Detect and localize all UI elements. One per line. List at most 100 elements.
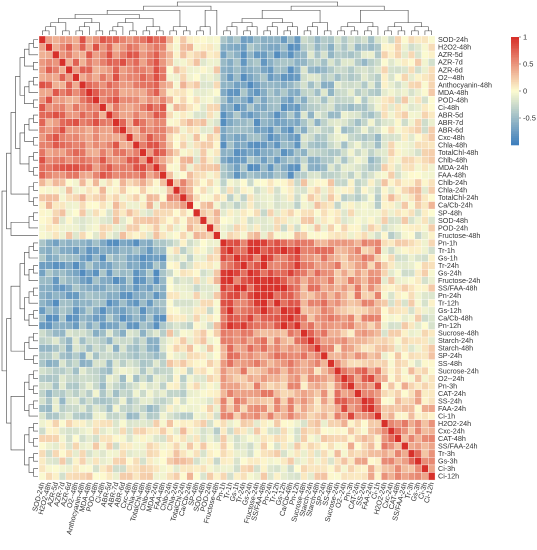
heatmap-cell <box>139 276 147 285</box>
heatmap-cell <box>220 118 228 127</box>
heatmap-cell <box>340 359 348 368</box>
heatmap-cell <box>105 276 114 285</box>
heatmap-cell <box>65 269 73 278</box>
heatmap-cell <box>112 359 120 368</box>
heatmap-cell <box>85 246 93 255</box>
heatmap-cell <box>300 201 308 210</box>
heatmap-cell <box>126 88 134 97</box>
heatmap-cell <box>112 404 120 413</box>
heatmap-cell <box>267 65 275 74</box>
heatmap-cell <box>85 254 93 262</box>
heatmap-cell <box>186 269 194 278</box>
heatmap-cell <box>334 65 342 74</box>
heatmap-cell <box>381 434 389 443</box>
heatmap-cell <box>314 103 322 112</box>
heatmap-cell <box>179 50 187 59</box>
heatmap-cell <box>280 351 288 360</box>
heatmap-cell <box>105 171 114 180</box>
heatmap-cell <box>267 389 275 398</box>
heatmap-cell <box>112 239 120 247</box>
heatmap-cell <box>85 449 93 458</box>
heatmap-cell <box>152 246 161 255</box>
heatmap-cell <box>287 223 295 232</box>
heatmap-cell <box>126 366 134 375</box>
heatmap-cell <box>314 419 322 428</box>
heatmap-cell <box>340 171 348 180</box>
heatmap-cell <box>387 201 395 210</box>
heatmap-cell <box>193 254 201 262</box>
heatmap-cell <box>92 412 100 421</box>
heatmap-cell <box>246 50 255 59</box>
heatmap-cell <box>287 163 295 172</box>
heatmap-cell <box>340 133 348 142</box>
heatmap-cell <box>354 404 362 413</box>
heatmap-cell <box>407 351 416 360</box>
heatmap-cell <box>112 141 120 150</box>
dendrogram-branch <box>169 30 177 35</box>
heatmap-cell <box>327 306 335 315</box>
heatmap-cell <box>179 261 187 270</box>
heatmap-cell <box>186 427 194 436</box>
heatmap-cell <box>428 449 436 458</box>
heatmap-cell <box>273 419 281 428</box>
heatmap-cell <box>193 269 201 278</box>
heatmap-cell <box>112 314 120 323</box>
heatmap-cell <box>260 141 268 150</box>
heatmap-cell <box>347 201 355 210</box>
heatmap-cell <box>79 472 87 481</box>
heatmap-cell <box>126 269 134 278</box>
heatmap-cell <box>199 193 208 202</box>
heatmap-cell <box>220 442 228 451</box>
heatmap-cell <box>354 88 362 97</box>
heatmap-cell <box>126 156 134 165</box>
heatmap-cell <box>273 239 281 247</box>
heatmap-cell <box>381 88 389 97</box>
heatmap-cell <box>320 419 328 428</box>
heatmap-cell <box>421 141 429 150</box>
heatmap-cell <box>38 359 46 368</box>
heatmap-cell <box>173 442 181 451</box>
heatmap-cell <box>99 374 107 383</box>
heatmap-cell <box>206 397 214 405</box>
heatmap-cell <box>193 178 201 187</box>
heatmap-cell <box>159 412 167 421</box>
heatmap-cell <box>105 329 114 338</box>
heatmap-cell <box>52 306 60 315</box>
heatmap-cell <box>293 118 301 127</box>
heatmap-cell <box>173 291 181 300</box>
heatmap-cell <box>220 412 228 421</box>
heatmap-cell <box>99 291 107 300</box>
heatmap-cell <box>421 351 429 360</box>
heatmap-cell <box>119 50 127 59</box>
heatmap-cell <box>139 148 147 157</box>
heatmap-cell <box>79 457 87 466</box>
heatmap-cell <box>340 457 348 466</box>
heatmap-cell <box>45 299 53 308</box>
heatmap-cell <box>179 126 187 135</box>
heatmap-cell <box>159 246 167 255</box>
heatmap-cell <box>166 344 174 353</box>
row-label: H2O2-48h <box>438 43 471 52</box>
heatmap-cell <box>381 80 389 89</box>
heatmap-cell <box>45 389 53 398</box>
row-label: Cxc-24h <box>438 426 465 435</box>
heatmap-cell <box>407 434 416 443</box>
heatmap-cell <box>327 336 335 345</box>
heatmap-cell <box>387 299 395 308</box>
heatmap-cell <box>320 103 328 112</box>
heatmap-cell <box>79 133 87 142</box>
heatmap-cell <box>394 336 402 345</box>
heatmap-cell <box>340 223 348 232</box>
heatmap-cell <box>287 239 295 247</box>
heatmap-cell <box>38 43 46 52</box>
heatmap-cell <box>421 464 429 473</box>
heatmap-cell <box>340 291 348 300</box>
row-label: FAA-24h <box>438 404 466 413</box>
heatmap-cell <box>193 208 201 217</box>
dendrogram-branch <box>24 252 29 276</box>
heatmap-cell <box>52 80 60 89</box>
heatmap-cell <box>92 141 100 150</box>
heatmap-cell <box>139 449 147 458</box>
heatmap-cell <box>193 156 201 165</box>
heatmap-cell <box>79 434 87 443</box>
